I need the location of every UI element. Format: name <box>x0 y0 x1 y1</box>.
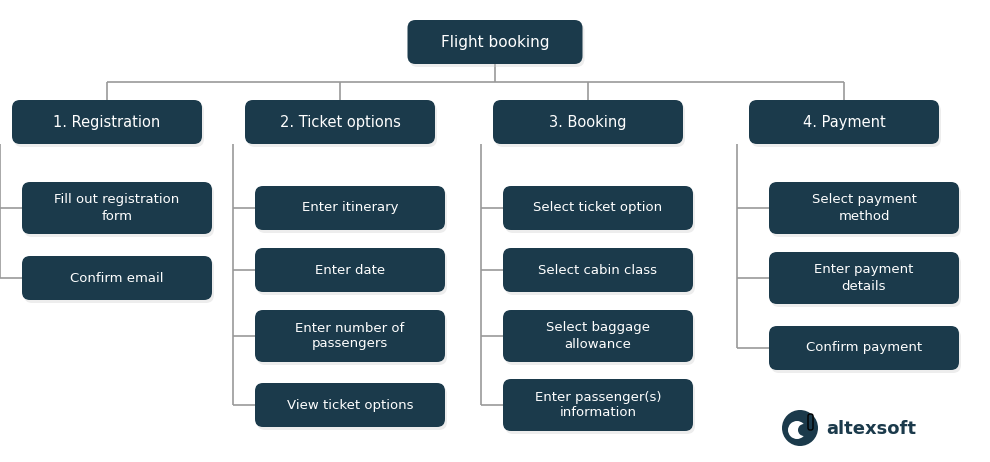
FancyBboxPatch shape <box>769 326 959 370</box>
Text: Confirm email: Confirm email <box>70 272 163 285</box>
Circle shape <box>798 424 810 436</box>
FancyBboxPatch shape <box>255 383 445 427</box>
FancyBboxPatch shape <box>255 248 445 292</box>
Text: Select baggage
allowance: Select baggage allowance <box>546 322 650 351</box>
FancyBboxPatch shape <box>247 103 437 147</box>
Text: 2. Ticket options: 2. Ticket options <box>279 115 400 129</box>
FancyBboxPatch shape <box>769 182 959 234</box>
FancyBboxPatch shape <box>257 386 447 430</box>
FancyBboxPatch shape <box>503 248 693 292</box>
FancyBboxPatch shape <box>410 23 584 67</box>
FancyBboxPatch shape <box>24 185 214 237</box>
FancyBboxPatch shape <box>245 100 435 144</box>
FancyBboxPatch shape <box>505 251 695 295</box>
Text: altexsoft: altexsoft <box>826 420 916 438</box>
FancyBboxPatch shape <box>257 251 447 295</box>
Text: 4. Payment: 4. Payment <box>803 115 885 129</box>
FancyBboxPatch shape <box>22 182 212 234</box>
Text: Enter passenger(s)
information: Enter passenger(s) information <box>535 390 661 419</box>
FancyBboxPatch shape <box>14 103 204 147</box>
FancyBboxPatch shape <box>22 256 212 300</box>
FancyBboxPatch shape <box>408 20 582 64</box>
FancyBboxPatch shape <box>257 313 447 365</box>
Text: 3. Booking: 3. Booking <box>549 115 627 129</box>
Text: Fill out registration
form: Fill out registration form <box>54 194 179 223</box>
Text: Enter date: Enter date <box>315 263 385 276</box>
Text: Select ticket option: Select ticket option <box>534 201 662 214</box>
FancyBboxPatch shape <box>505 313 695 365</box>
FancyBboxPatch shape <box>505 189 695 233</box>
Text: Select cabin class: Select cabin class <box>539 263 657 276</box>
FancyBboxPatch shape <box>255 186 445 230</box>
FancyBboxPatch shape <box>771 185 961 237</box>
FancyBboxPatch shape <box>771 329 961 373</box>
FancyBboxPatch shape <box>503 310 693 362</box>
FancyBboxPatch shape <box>493 100 683 144</box>
FancyBboxPatch shape <box>749 100 939 144</box>
FancyBboxPatch shape <box>751 103 941 147</box>
FancyBboxPatch shape <box>503 379 693 431</box>
FancyBboxPatch shape <box>808 414 813 430</box>
Text: Flight booking: Flight booking <box>441 35 549 49</box>
FancyBboxPatch shape <box>769 252 959 304</box>
Text: Select payment
method: Select payment method <box>812 194 917 223</box>
Text: 1. Registration: 1. Registration <box>53 115 160 129</box>
FancyBboxPatch shape <box>24 259 214 303</box>
FancyBboxPatch shape <box>257 189 447 233</box>
Circle shape <box>782 410 818 446</box>
FancyBboxPatch shape <box>495 103 685 147</box>
Circle shape <box>788 421 806 439</box>
Text: Confirm payment: Confirm payment <box>806 341 922 354</box>
FancyBboxPatch shape <box>771 255 961 307</box>
Text: Enter number of
passengers: Enter number of passengers <box>295 322 405 351</box>
FancyBboxPatch shape <box>255 310 445 362</box>
FancyBboxPatch shape <box>505 382 695 434</box>
Text: Enter payment
details: Enter payment details <box>815 263 914 292</box>
FancyBboxPatch shape <box>12 100 202 144</box>
Text: Enter itinerary: Enter itinerary <box>302 201 398 214</box>
FancyBboxPatch shape <box>503 186 693 230</box>
Text: View ticket options: View ticket options <box>287 399 413 412</box>
